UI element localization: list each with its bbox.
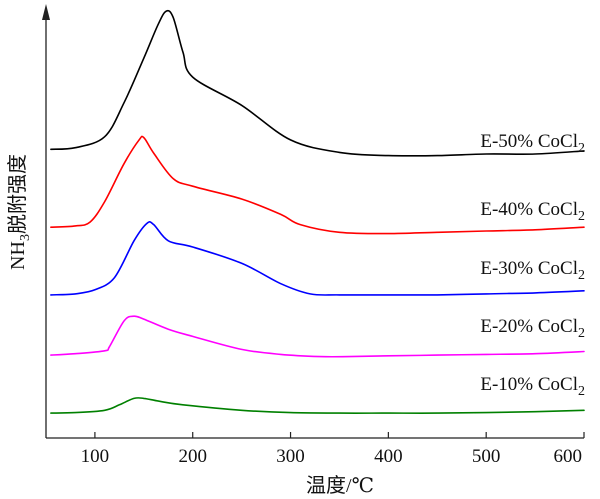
- axes: [42, 4, 584, 439]
- x-tick-label: 100: [81, 446, 110, 467]
- x-tick-label: 500: [472, 446, 501, 467]
- x-tick-label: 600: [554, 446, 583, 467]
- y-axis-arrow: [42, 4, 50, 20]
- series-label-2: E-40% CoCl2: [480, 199, 585, 224]
- series-lines: [50, 9, 585, 414]
- x-ticks: 100 200 300 400 500 600: [81, 432, 585, 467]
- series-line-2: [50, 135, 585, 235]
- series-line-4: [50, 315, 585, 358]
- series-line-1: [50, 9, 585, 157]
- series-line-3: [50, 221, 585, 296]
- x-tick-label: 400: [374, 446, 403, 467]
- series-label-5: E-10% CoCl2: [480, 374, 585, 399]
- x-tick-label: 200: [178, 446, 207, 467]
- series-labels: E-50% CoCl2 E-40% CoCl2 E-30% CoCl2 E-20% C…: [480, 131, 585, 399]
- x-tick-label: 300: [276, 446, 305, 467]
- y-axis-title: NH3脱附强度: [6, 154, 33, 270]
- series-label-3: E-30% CoCl2: [480, 258, 585, 283]
- series-label-1: E-50% CoCl2: [480, 131, 585, 156]
- series-label-4: E-20% CoCl2: [480, 316, 585, 341]
- series-line-5: [50, 396, 585, 414]
- x-axis-title: 温度/℃: [306, 474, 374, 497]
